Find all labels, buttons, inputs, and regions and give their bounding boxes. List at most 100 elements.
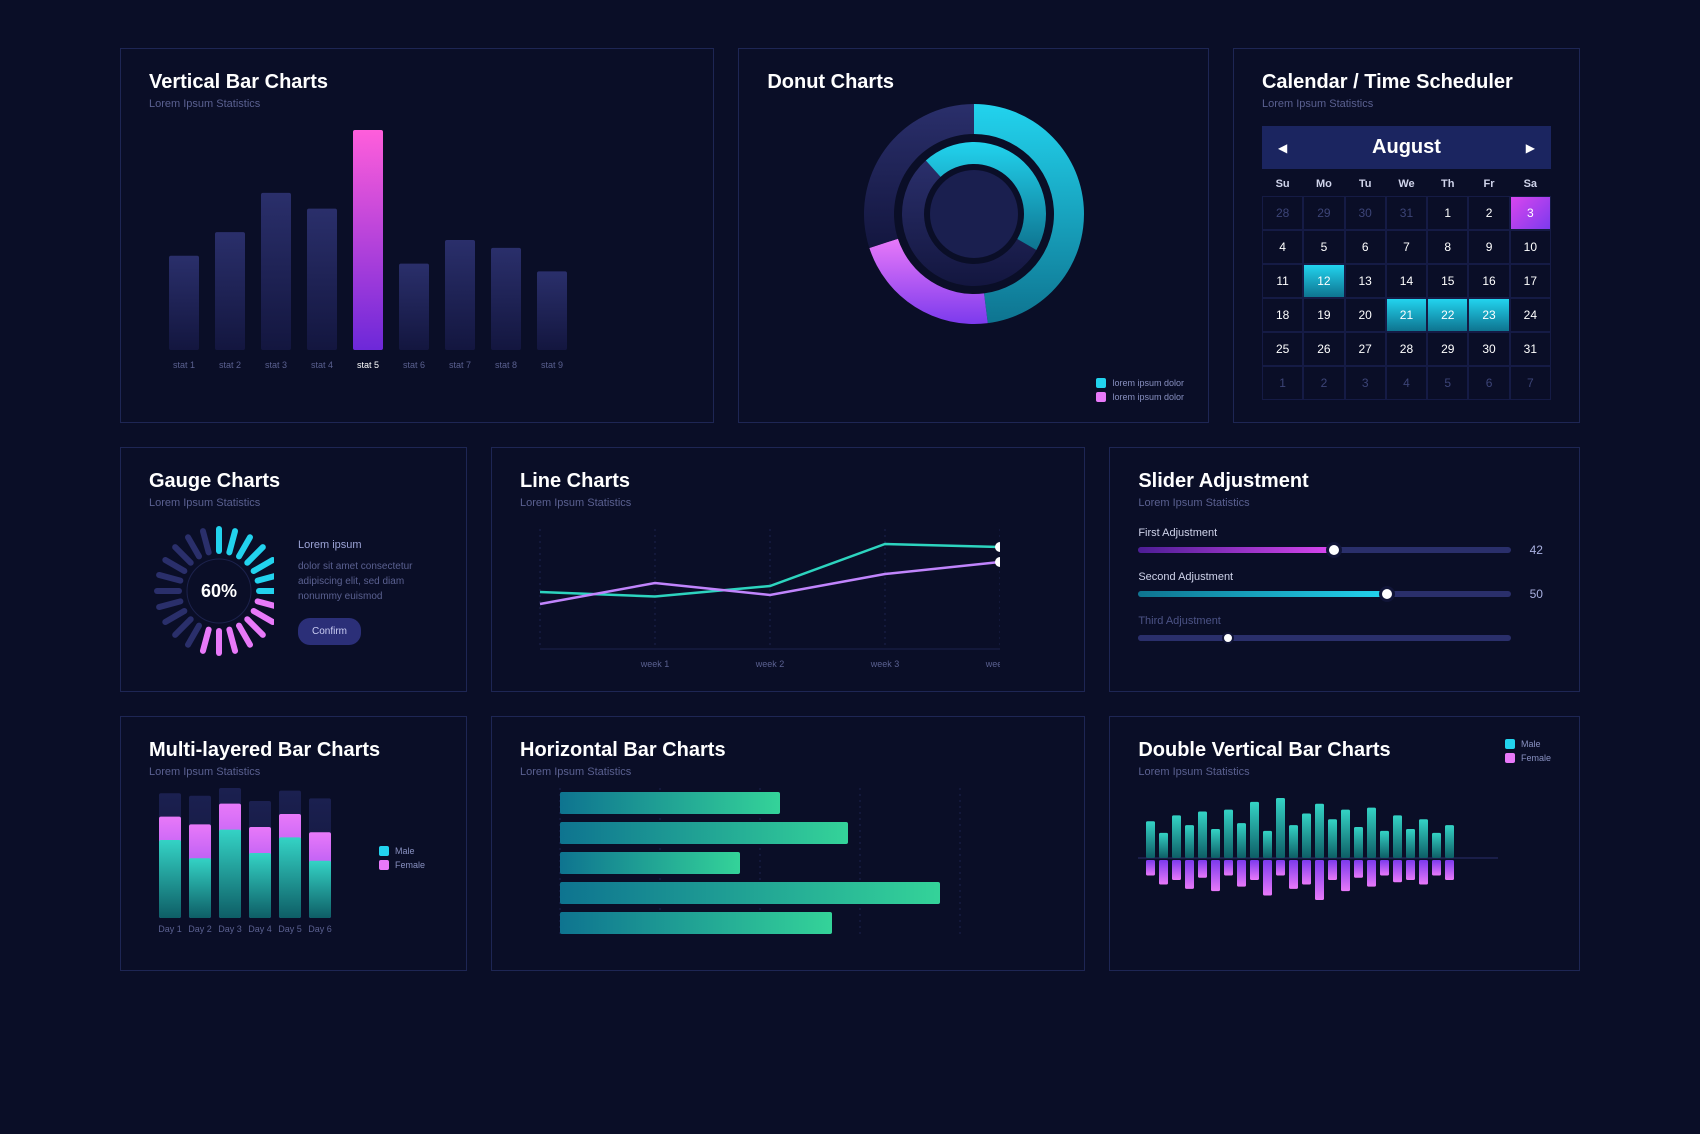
svg-text:stat 7: stat 7 xyxy=(449,360,471,370)
slider-thumb[interactable] xyxy=(1222,632,1234,644)
calendar-cell[interactable]: 1 xyxy=(1427,196,1468,230)
panel-calendar: Calendar / Time Scheduler Lorem Ipsum St… xyxy=(1233,48,1580,423)
calendar-cell[interactable]: 18 xyxy=(1262,298,1303,332)
panel-gauge: Gauge Charts Lorem Ipsum Statistics 60% … xyxy=(120,447,467,692)
panel-title: Line Charts xyxy=(520,470,1056,493)
legend-item: Female xyxy=(1505,753,1551,763)
calendar-dow: Su xyxy=(1262,169,1303,196)
panel-donut: Donut Charts lorem ipsum dolorlorem ipsu… xyxy=(738,48,1209,423)
calendar-cell[interactable]: 6 xyxy=(1345,230,1386,264)
panel-title: Multi-layered Bar Charts xyxy=(149,739,438,762)
calendar-cell[interactable]: 2 xyxy=(1468,196,1509,230)
calendar-cell[interactable]: 26 xyxy=(1303,332,1344,366)
panel-subtitle: Lorem Ipsum Statistics xyxy=(1138,497,1551,509)
panel-vertical-bar: Vertical Bar Charts Lorem Ipsum Statisti… xyxy=(120,48,714,423)
calendar-cell[interactable]: 20 xyxy=(1345,298,1386,332)
svg-text:stat 9: stat 9 xyxy=(541,360,563,370)
calendar-dow: Th xyxy=(1427,169,1468,196)
calendar-dow: Sa xyxy=(1510,169,1551,196)
calendar-cell[interactable]: 16 xyxy=(1468,264,1509,298)
slider-track[interactable]: 42 xyxy=(1138,547,1511,553)
calendar-cell[interactable]: 7 xyxy=(1386,230,1427,264)
slider-value: 42 xyxy=(1530,543,1543,557)
slider-label: Third Adjustment xyxy=(1138,615,1511,627)
calendar-cell[interactable]: 12 xyxy=(1303,264,1344,298)
calendar-cell[interactable]: 23 xyxy=(1468,298,1509,332)
calendar-cell[interactable]: 4 xyxy=(1386,366,1427,400)
slider-row[interactable]: Second Adjustment50 xyxy=(1138,571,1511,597)
calendar-cell[interactable]: 2 xyxy=(1303,366,1344,400)
panel-title: Double Vertical Bar Charts xyxy=(1138,739,1390,762)
calendar-cell[interactable]: 21 xyxy=(1386,298,1427,332)
panel-title: Vertical Bar Charts xyxy=(149,71,685,94)
calendar-cell[interactable]: 22 xyxy=(1427,298,1468,332)
calendar-cell[interactable]: 17 xyxy=(1510,264,1551,298)
calendar-cell[interactable]: 15 xyxy=(1427,264,1468,298)
calendar-cell[interactable]: 7 xyxy=(1510,366,1551,400)
calendar-cell[interactable]: 19 xyxy=(1303,298,1344,332)
calendar-cell[interactable]: 11 xyxy=(1262,264,1303,298)
calendar-cell[interactable]: 31 xyxy=(1386,196,1427,230)
multilayer-bar-chart: Day 1Day 2Day 3Day 4Day 5Day 6 xyxy=(149,778,359,938)
calendar-cell[interactable]: 3 xyxy=(1510,196,1551,230)
calendar-cell[interactable]: 14 xyxy=(1386,264,1427,298)
panel-title: Gauge Charts xyxy=(149,470,438,493)
svg-text:stat 4: stat 4 xyxy=(311,360,333,370)
svg-text:Day 5: Day 5 xyxy=(278,924,302,934)
calendar-dow-row: SuMoTuWeThFrSa xyxy=(1262,169,1551,196)
confirm-button[interactable]: Confirm xyxy=(298,618,361,645)
calendar-cell[interactable]: 29 xyxy=(1427,332,1468,366)
calendar-cell[interactable]: 31 xyxy=(1510,332,1551,366)
slider-thumb[interactable] xyxy=(1379,586,1395,602)
legend-item: lorem ipsum dolor xyxy=(1096,378,1184,388)
calendar-cell[interactable]: 9 xyxy=(1468,230,1509,264)
svg-text:week 1: week 1 xyxy=(640,659,670,669)
slider-track[interactable] xyxy=(1138,635,1511,641)
gauge-chart: 60% xyxy=(149,521,274,661)
calendar-prev-icon[interactable]: ◀ xyxy=(1278,141,1287,155)
horizontal-bar-chart xyxy=(520,778,1000,948)
panel-title: Horizontal Bar Charts xyxy=(520,739,1056,762)
calendar-cell[interactable]: 28 xyxy=(1386,332,1427,366)
calendar-cell[interactable]: 1 xyxy=(1262,366,1303,400)
panel-subtitle: Lorem Ipsum Statistics xyxy=(520,497,1056,509)
calendar-cell[interactable]: 5 xyxy=(1303,230,1344,264)
calendar-cell[interactable]: 4 xyxy=(1262,230,1303,264)
gauge-text-body: dolor sit amet consectetur adipiscing el… xyxy=(298,561,413,602)
svg-text:stat 2: stat 2 xyxy=(219,360,241,370)
calendar-cell[interactable]: 10 xyxy=(1510,230,1551,264)
calendar-cell[interactable]: 30 xyxy=(1345,196,1386,230)
svg-text:week 3: week 3 xyxy=(870,659,900,669)
slider-label: First Adjustment xyxy=(1138,527,1511,539)
slider-track[interactable]: 50 xyxy=(1138,591,1511,597)
panel-title: Donut Charts xyxy=(767,71,1180,94)
slider-row[interactable]: First Adjustment 42 xyxy=(1138,527,1511,553)
svg-text:week 2: week 2 xyxy=(755,659,785,669)
calendar-cell[interactable]: 13 xyxy=(1345,264,1386,298)
calendar-cell[interactable]: 28 xyxy=(1262,196,1303,230)
slider-thumb[interactable] xyxy=(1326,542,1342,558)
svg-text:stat 5: stat 5 xyxy=(357,360,379,370)
vertical-bar-chart: stat 1stat 2stat 3stat 4stat 5stat 6stat… xyxy=(149,110,629,370)
slider-row[interactable]: Third Adjustment xyxy=(1138,615,1511,641)
calendar-month: August xyxy=(1372,136,1441,159)
panel-subtitle: Lorem Ipsum Statistics xyxy=(149,766,438,778)
calendar-cell[interactable]: 8 xyxy=(1427,230,1468,264)
calendar-cell[interactable]: 25 xyxy=(1262,332,1303,366)
panel-double-bar: Double Vertical Bar Charts Lorem Ipsum S… xyxy=(1109,716,1580,971)
calendar-cell[interactable]: 30 xyxy=(1468,332,1509,366)
calendar-cell[interactable]: 24 xyxy=(1510,298,1551,332)
calendar-cell[interactable]: 3 xyxy=(1345,366,1386,400)
panel-multilayer-bar: Multi-layered Bar Charts Lorem Ipsum Sta… xyxy=(120,716,467,971)
svg-text:week 4: week 4 xyxy=(985,659,1000,669)
panel-line: Line Charts Lorem Ipsum Statistics week … xyxy=(491,447,1085,692)
calendar-header: ◀ August ▶ xyxy=(1262,126,1551,169)
calendar-cell[interactable]: 5 xyxy=(1427,366,1468,400)
calendar-cell[interactable]: 6 xyxy=(1468,366,1509,400)
legend-item: Male xyxy=(379,846,425,856)
calendar-cell[interactable]: 27 xyxy=(1345,332,1386,366)
dashboard-grid: Vertical Bar Charts Lorem Ipsum Statisti… xyxy=(120,48,1580,971)
svg-text:Day 6: Day 6 xyxy=(308,924,332,934)
calendar-next-icon[interactable]: ▶ xyxy=(1526,141,1535,155)
calendar-cell[interactable]: 29 xyxy=(1303,196,1344,230)
